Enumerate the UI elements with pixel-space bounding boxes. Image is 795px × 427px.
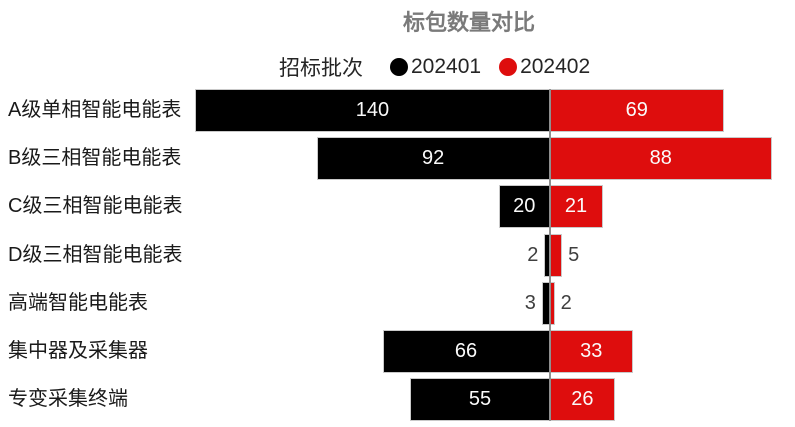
value-label: 5 [568,243,580,266]
legend: 招标批次 202401 202402 [279,52,608,82]
bar-row: 专变采集终端 55 26 [0,378,795,422]
bar-row: D级三相智能电能表 2 5 [0,233,795,277]
bar-202401: 20 [498,185,550,229]
chart-title: 标包数量对比 [402,10,536,35]
value-label: 92 [421,147,445,170]
value-label: 140 [355,99,390,121]
legend-item-label: 202401 [411,55,482,78]
value-label: 2 [527,243,539,266]
category-label: 高端智能电能表 [8,291,148,314]
value-label: 26 [571,388,594,411]
bar-202402: 21 [549,185,603,229]
bar-202401: 55 [410,378,550,422]
bar-202401: 66 [382,330,550,373]
category-label: A级单相智能电能表 [8,99,182,121]
value-label: 55 [468,388,492,411]
bar-202401: 140 [195,89,550,132]
bar-row: A级单相智能电能表 140 69 [0,89,795,132]
legend-item-label: 202402 [520,55,591,78]
bar-202402: 88 [549,137,773,181]
category-label: C级三相智能电能表 [8,195,183,218]
value-label: 66 [454,340,478,362]
category-label: D级三相智能电能表 [8,243,183,266]
value-label: 69 [625,99,648,121]
legend-dot-202402-icon [499,58,518,76]
category-label: B级三相智能电能表 [8,147,182,170]
bar-202402: 33 [549,330,633,373]
bar-202402: 69 [549,89,725,132]
bar-row: C级三相智能电能表 20 21 [0,185,795,229]
value-label: 88 [649,147,672,170]
center-axis-line [548,89,551,421]
category-label: 专变采集终端 [8,388,128,411]
plot-area: A级单相智能电能表 140 69 B级三相智能电能表 92 88 C级三相智能电能表 20 21… [0,89,795,427]
bar-row: B级三相智能电能表 92 88 [0,137,795,181]
value-label: 21 [564,195,588,218]
bar-202401: 92 [316,137,550,181]
value-label: 2 [560,291,572,314]
bar-row: 高端智能电能表 3 2 [0,281,795,325]
bar-row: 集中器及采集器 66 33 [0,330,795,373]
category-label: 集中器及采集器 [8,340,148,362]
bar-202402 [549,233,563,277]
legend-dot-202401-icon [390,58,408,76]
value-label: 20 [513,195,536,218]
legend-item-202401: 202401 [390,55,481,79]
legend-item-202402: 202402 [499,55,590,79]
value-label: 3 [524,291,536,314]
legend-title: 招标批次 [279,57,363,80]
value-label: 33 [580,340,603,362]
bar-202402: 26 [549,378,616,422]
